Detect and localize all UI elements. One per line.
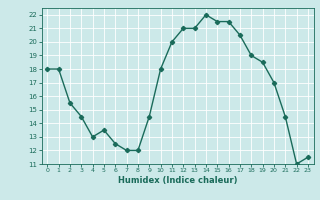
X-axis label: Humidex (Indice chaleur): Humidex (Indice chaleur)	[118, 176, 237, 185]
